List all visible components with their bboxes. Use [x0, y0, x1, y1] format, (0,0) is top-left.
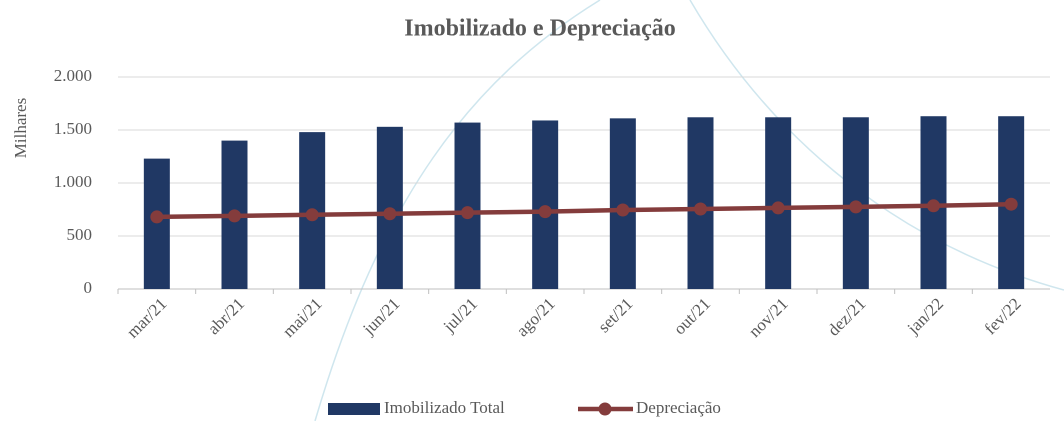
legend-label: Imobilizado Total [384, 398, 505, 417]
line-marker [772, 201, 785, 214]
x-tick-label: ago/21 [513, 294, 559, 340]
x-tick-label: mai/21 [279, 294, 326, 341]
line-marker [927, 199, 940, 212]
x-tick-label: dez/21 [824, 294, 869, 339]
line-marker [228, 209, 241, 222]
line-marker [150, 210, 163, 223]
x-tick-label: out/21 [670, 294, 714, 338]
x-tick-label: jul/21 [439, 294, 481, 336]
x-tick-label: jun/21 [359, 294, 404, 339]
y-tick-label: 500 [67, 225, 93, 244]
y-tick-label: 1.000 [54, 172, 92, 191]
bar [144, 159, 170, 289]
y-axis-label: Milhares [11, 98, 30, 158]
line-marker [306, 208, 319, 221]
x-tick-label: jan/22 [903, 294, 947, 338]
chart: Imobilizado e Depreciação Milhares 0 500 1… [0, 0, 1064, 421]
line [157, 204, 1011, 217]
y-tick-label: 2.000 [54, 66, 92, 85]
y-tick-label: 1.500 [54, 119, 92, 138]
x-tick-label: nov/21 [745, 294, 792, 341]
x-tick-label: set/21 [594, 294, 636, 336]
chart-title: Imobilizado e Depreciação [404, 16, 676, 42]
line-marker [539, 205, 552, 218]
legend-swatch [328, 403, 380, 415]
x-tick-label: fev/22 [981, 294, 1025, 338]
x-tick-label: mar/21 [123, 294, 170, 341]
line-marker [1005, 198, 1018, 211]
line-marker [383, 207, 396, 220]
line-marker [616, 204, 629, 217]
x-tick-label: abr/21 [204, 294, 248, 338]
bar [532, 120, 558, 289]
legend-swatch [599, 403, 612, 416]
y-tick-label: 0 [84, 278, 93, 297]
legend-label: Depreciação [636, 398, 721, 417]
bar [455, 123, 481, 289]
line-marker [694, 202, 707, 215]
line-marker [461, 206, 474, 219]
line-marker [849, 200, 862, 213]
